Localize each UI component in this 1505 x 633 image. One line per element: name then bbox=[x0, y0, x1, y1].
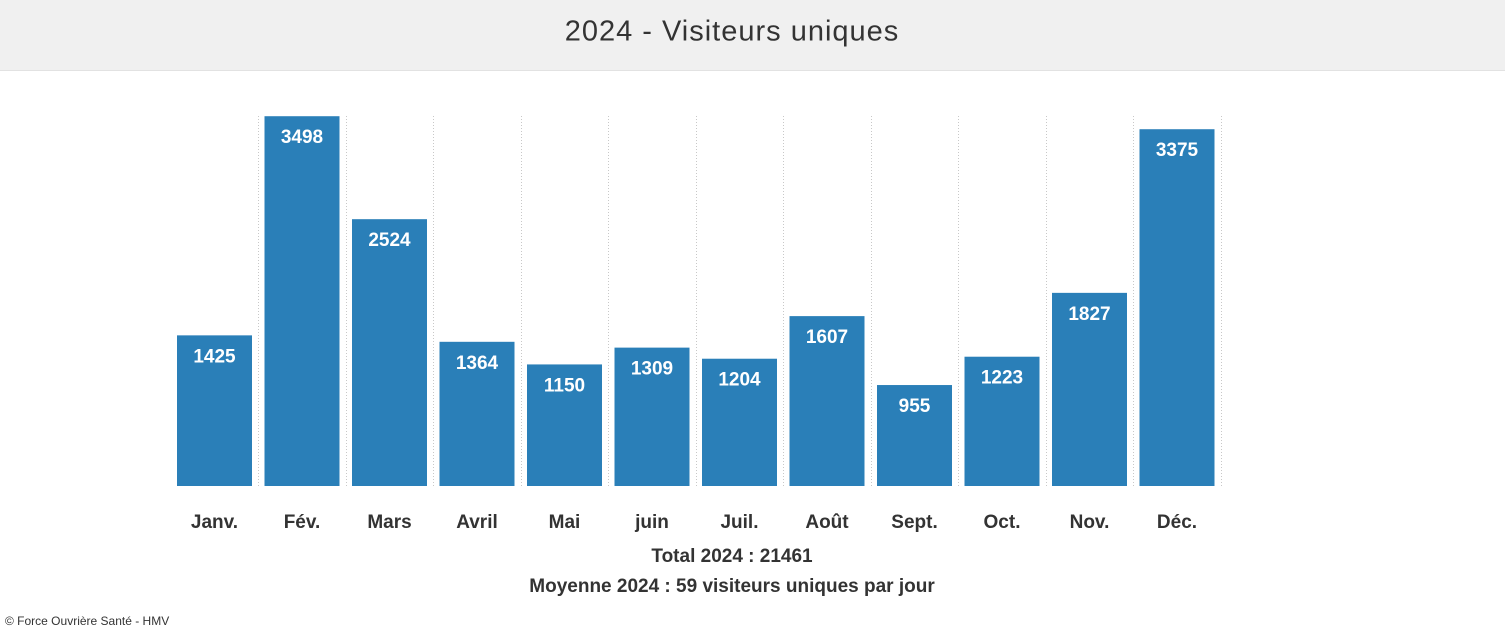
x-tick-label: juin bbox=[634, 512, 669, 533]
value-label: 1204 bbox=[718, 370, 761, 391]
x-tick-label: Sept. bbox=[891, 512, 937, 533]
value-label: 955 bbox=[899, 396, 931, 417]
x-tick-label: Mars bbox=[367, 512, 411, 533]
chart-title: 2024 - Visiteurs uniques bbox=[565, 16, 900, 48]
bar bbox=[964, 356, 1040, 486]
value-label: 2524 bbox=[368, 230, 411, 251]
average-note: Moyenne 2024 : 59 visiteurs uniques par … bbox=[529, 576, 935, 597]
value-label: 1364 bbox=[456, 353, 499, 374]
total-note: Total 2024 : 21461 bbox=[651, 546, 813, 567]
bar bbox=[1052, 292, 1127, 486]
bar bbox=[177, 335, 252, 486]
x-tick-label: Avril bbox=[456, 512, 498, 533]
x-tick-label: Mai bbox=[549, 512, 581, 533]
bar bbox=[877, 385, 952, 486]
x-tick-label: Août bbox=[805, 512, 849, 533]
x-tick-label: Nov. bbox=[1070, 512, 1110, 533]
bar bbox=[614, 347, 690, 486]
bar bbox=[702, 358, 777, 486]
bar bbox=[789, 316, 865, 486]
value-label: 1827 bbox=[1068, 304, 1110, 325]
bar bbox=[264, 116, 340, 486]
value-label: 1223 bbox=[981, 368, 1023, 389]
value-label: 1150 bbox=[544, 375, 585, 396]
header bbox=[0, 0, 1505, 70]
credit: © Force Ouvrière Santé - HMV bbox=[5, 614, 169, 628]
value-label: 3375 bbox=[1156, 140, 1199, 161]
x-tick-label: Janv. bbox=[191, 512, 238, 533]
bar bbox=[439, 341, 515, 486]
bar bbox=[352, 219, 427, 487]
value-label: 1425 bbox=[193, 346, 236, 367]
x-tick-label: Juil. bbox=[720, 512, 758, 533]
value-label: 1607 bbox=[806, 327, 848, 348]
bar bbox=[527, 364, 602, 486]
value-label: 3498 bbox=[281, 127, 323, 148]
x-tick-label: Fév. bbox=[284, 512, 321, 533]
x-tick-label: Oct. bbox=[984, 512, 1021, 533]
value-label: 1309 bbox=[631, 359, 673, 380]
x-tick-label: Déc. bbox=[1157, 512, 1197, 533]
bar bbox=[1139, 129, 1215, 486]
